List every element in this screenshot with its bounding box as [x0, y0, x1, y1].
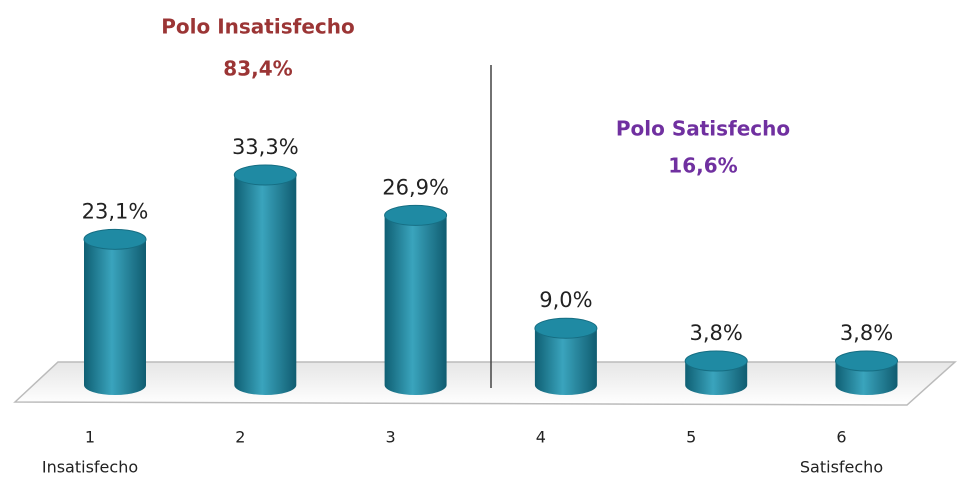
bar-top	[684, 350, 748, 372]
bar-top	[233, 164, 297, 186]
value-label: 33,3%	[232, 135, 299, 159]
bar	[384, 215, 447, 395]
bar-top	[534, 317, 598, 339]
x-tick-label: 6	[836, 428, 846, 447]
x-tick-label: 3	[386, 428, 396, 447]
bar	[84, 239, 146, 395]
x-tick-label: 2	[235, 428, 245, 447]
bar	[234, 175, 297, 395]
annotation-value: 16,6%	[668, 154, 737, 178]
annotation: Polo Satisfecho	[616, 117, 790, 141]
annotation: Polo Insatisfecho	[161, 15, 354, 39]
value-label: 3,8%	[690, 321, 743, 345]
bar-top	[83, 228, 147, 250]
x-tick-label: 4	[536, 428, 546, 447]
bar-top	[384, 204, 448, 226]
floor	[13, 361, 957, 406]
bar-top	[835, 350, 898, 372]
annotation-value: 83,4%	[223, 57, 292, 81]
value-label: 23,1%	[82, 199, 149, 223]
x-tick-label: 5	[686, 428, 696, 447]
value-label: 9,0%	[539, 288, 592, 312]
value-label: 3,8%	[840, 321, 893, 345]
x-tick-label: 1	[85, 428, 95, 447]
bar	[534, 328, 597, 395]
x-tick-sublabel: Insatisfecho	[42, 458, 138, 477]
x-tick-sublabel: Satisfecho	[800, 458, 883, 477]
value-label: 26,9%	[382, 175, 449, 199]
